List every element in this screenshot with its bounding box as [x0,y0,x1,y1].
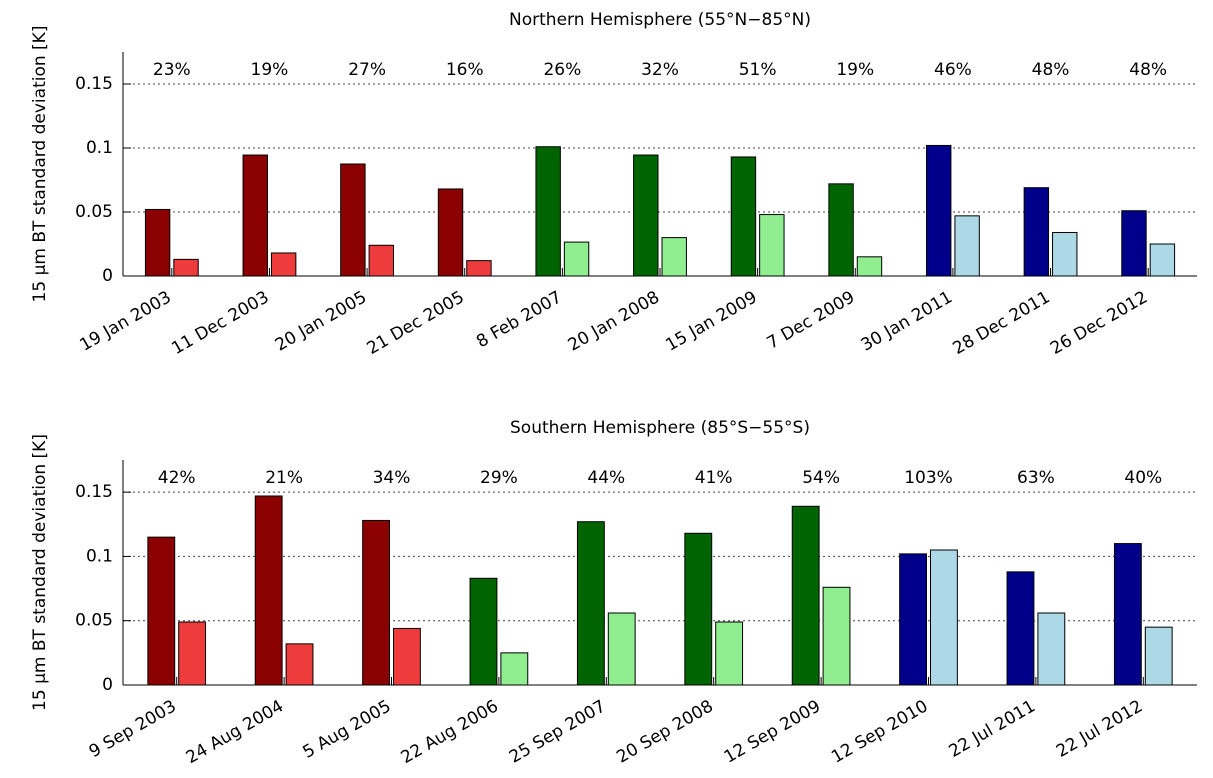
y-tick-label: 0.1 [86,138,113,158]
bar [899,553,928,686]
x-tick-label: 28 Dec 2011 [949,287,1053,359]
bar [759,214,785,277]
x-tick-label: 25 Sep 2007 [506,696,609,767]
bar [715,621,744,686]
bar [1113,543,1142,686]
bar [1144,626,1173,686]
y-tick-label: 0.05 [75,202,113,222]
bar [242,154,268,277]
x-tick-label: 21 Dec 2005 [364,287,468,359]
bar [368,244,395,277]
bar [930,549,958,686]
y-tick-label: 0 [102,266,113,286]
annotation: 42% [158,468,196,488]
x-tick-label: 20 Jan 2008 [565,287,663,355]
annotation: 40% [1124,468,1162,488]
bar [856,256,883,277]
y-axis-label: 15 µm BT standard deviation [K] [30,26,50,303]
bar [607,612,636,686]
x-tick-label: 9 Sep 2003 [86,696,180,762]
bar [535,146,561,277]
bar [684,532,713,686]
x-tick-label: 12 Sep 2010 [828,696,931,767]
x-tick-label: 19 Jan 2003 [77,287,175,355]
annotation: 34% [373,468,411,488]
bar [633,154,659,277]
bar [563,241,590,277]
bar [1037,612,1066,686]
annotation: 48% [1032,60,1070,80]
annotation: 19% [836,60,874,80]
annotation: 19% [251,60,289,80]
bar [661,237,687,277]
annotation: 51% [739,60,777,80]
annotation: 29% [480,468,518,488]
x-tick-label: 11 Dec 2003 [168,287,272,359]
y-axis-label: 15 µm BT standard deviation [K] [30,434,50,711]
bar [1121,210,1147,277]
bar [926,144,952,277]
x-tick-label: 24 Aug 2004 [183,696,287,768]
bar [1052,231,1078,277]
bar [340,163,366,277]
y-tick-label: 0.1 [86,546,113,566]
annotation: 46% [934,60,972,80]
bar [828,183,854,277]
bar [576,521,605,686]
bar [254,495,283,686]
annotation: 44% [587,468,625,488]
bar [285,643,314,686]
x-tick-label: 30 Jan 2011 [858,287,956,355]
bar [362,519,390,686]
annotation: 27% [348,60,386,80]
bar [500,652,529,686]
chart-title: Southern Hemisphere (85°S−55°S) [510,418,810,438]
bar [173,258,199,277]
x-tick-label: 22 Aug 2006 [398,696,502,768]
bar [954,215,980,277]
annotation: 23% [153,60,191,80]
x-tick-label: 20 Sep 2008 [613,696,716,767]
bar [469,577,498,686]
y-tick-label: 0.15 [75,482,113,502]
x-tick-label: 20 Jan 2005 [272,287,370,355]
annotation: 103% [904,468,953,488]
bar [437,188,464,277]
bar [466,260,492,277]
bar [730,156,757,277]
annotation: 54% [802,468,840,488]
bar [822,586,851,686]
chart-title: Northern Hemisphere (55°N−85°N) [509,10,811,30]
annotation: 63% [1017,468,1055,488]
x-tick-label: 7 Dec 2009 [764,287,859,353]
bar [393,627,421,686]
annotation: 16% [446,60,484,80]
annotation: 48% [1129,60,1167,80]
x-tick-label: 22 Jul 2012 [1053,696,1146,761]
x-tick-label: 15 Jan 2009 [662,287,760,355]
y-tick-label: 0.15 [75,74,113,94]
bar [270,252,297,277]
annotation: 41% [695,468,733,488]
y-tick-label: 0.05 [75,611,113,631]
x-tick-label: 22 Jul 2011 [946,696,1039,761]
bar [1023,187,1050,277]
x-tick-label: 5 Aug 2005 [300,696,395,762]
bar [1006,571,1035,686]
bar [144,208,171,277]
x-tick-label: 12 Sep 2009 [721,696,824,767]
bar [1149,243,1176,277]
annotation: 32% [641,60,679,80]
annotation: 26% [543,60,581,80]
bar [178,621,207,686]
bar [791,505,820,686]
x-tick-label: 26 Dec 2012 [1047,287,1151,359]
bar [147,536,176,686]
annotation: 21% [265,468,303,488]
y-tick-label: 0 [102,675,113,695]
x-tick-label: 8 Feb 2007 [473,287,565,352]
